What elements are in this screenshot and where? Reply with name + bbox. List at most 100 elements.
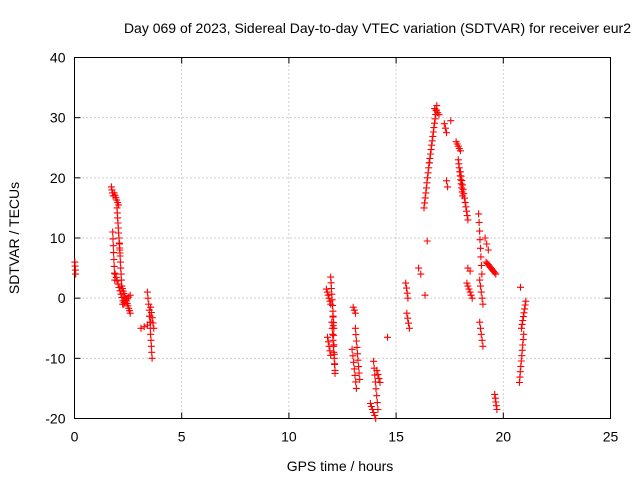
data-point (477, 262, 485, 269)
y-tick-label: 40 (50, 50, 66, 66)
data-point (117, 264, 125, 272)
data-point (349, 303, 357, 311)
data-point (116, 258, 124, 266)
data-point (113, 277, 121, 285)
data-point (109, 235, 117, 243)
data-point (424, 174, 431, 182)
data-point (149, 319, 157, 327)
data-point (457, 172, 465, 180)
data-point (324, 333, 331, 341)
data-point (476, 227, 484, 235)
data-point (110, 249, 118, 257)
data-point (371, 371, 379, 379)
data-point (478, 270, 486, 278)
data-point (431, 115, 439, 123)
data-point (326, 347, 334, 355)
data-point (492, 402, 500, 410)
data-point (461, 194, 468, 202)
data-point (403, 309, 411, 317)
data-point (476, 318, 484, 326)
data-point (462, 203, 470, 211)
data-point (518, 320, 526, 328)
y-tick-label: -10 (45, 350, 65, 366)
data-point (468, 294, 476, 302)
data-point (478, 294, 486, 302)
data-point (350, 306, 358, 314)
data-point (126, 291, 134, 299)
data-point (440, 120, 448, 128)
data-point (137, 324, 145, 332)
data-point (475, 219, 483, 226)
data-point (329, 312, 337, 320)
data-point (420, 204, 428, 212)
data-point (330, 341, 338, 349)
data-point (111, 269, 118, 277)
data-point (148, 348, 156, 356)
x-tick-label: 10 (281, 429, 297, 445)
data-point (426, 154, 434, 162)
data-point (428, 137, 436, 145)
data-point (422, 189, 430, 197)
data-point (373, 399, 381, 407)
data-point (459, 185, 467, 193)
data-point (356, 375, 364, 383)
data-point (331, 360, 339, 368)
data-point (116, 246, 124, 254)
data-point (431, 119, 438, 127)
data-point (481, 234, 489, 242)
data-point (117, 276, 125, 284)
data-point (348, 345, 356, 353)
x-tick-label: 0 (71, 429, 79, 445)
data-point (491, 390, 499, 398)
data-point (376, 378, 384, 386)
data-point (520, 309, 528, 317)
data-point (109, 242, 117, 250)
data-point (355, 363, 363, 371)
data-point (325, 294, 333, 302)
x-tick-label: 5 (178, 429, 186, 445)
data-point (403, 284, 410, 292)
data-point (117, 270, 125, 278)
data-point (477, 244, 484, 252)
data-point (444, 183, 452, 191)
data-point (110, 256, 118, 263)
data-point (373, 392, 381, 400)
data-point (147, 336, 155, 344)
data-point (423, 179, 431, 187)
y-tick-label: 0 (58, 290, 66, 306)
data-point (350, 365, 358, 373)
data-point (484, 246, 492, 254)
data-point (329, 330, 337, 338)
x-tick-label: 25 (603, 429, 619, 445)
data-point (458, 177, 466, 185)
data-point (351, 324, 359, 332)
y-tick-label: -20 (45, 411, 65, 427)
x-tick-label: 20 (496, 429, 512, 445)
data-point (475, 210, 483, 218)
data-point (405, 324, 413, 332)
data-point (374, 370, 382, 378)
data-point (371, 412, 379, 419)
axis-ticks: -20 -10 0 10 20 30 40 0 5 10 15 20 25 (45, 50, 618, 445)
data-point (323, 288, 331, 296)
data-point (147, 330, 155, 338)
data-point (324, 291, 332, 299)
data-point (148, 354, 156, 362)
data-point (116, 240, 123, 248)
data-point (110, 262, 118, 270)
data-point (404, 294, 412, 302)
data-point (373, 366, 381, 374)
data-point (351, 309, 359, 317)
data-point (441, 124, 449, 132)
data-point (144, 294, 152, 302)
x-axis-label: GPS time / hours (287, 458, 394, 474)
data-point (461, 198, 469, 206)
data-point (354, 356, 362, 364)
data-point (483, 240, 491, 248)
data-point (519, 317, 527, 324)
data-point (459, 181, 466, 189)
data-point (429, 132, 437, 140)
data-point (352, 384, 360, 392)
data-point (479, 300, 487, 308)
